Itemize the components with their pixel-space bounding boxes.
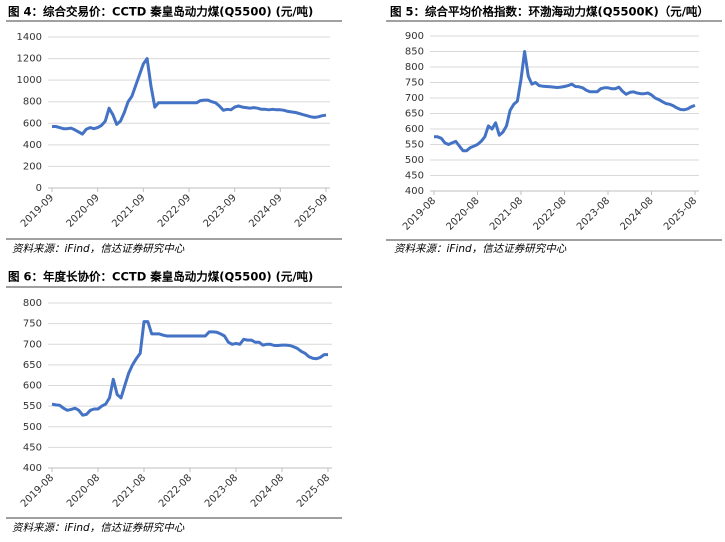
data-line <box>51 320 328 417</box>
y-tick-label: 550 <box>405 140 424 151</box>
x-tick-label: 2020-08 <box>444 195 481 232</box>
y-tick-label: 550 <box>23 401 42 412</box>
y-tick-label: 200 <box>23 161 42 172</box>
chart-title: 图 4：综合交易价：CCTD 秦皇岛动力煤(Q5500) (元/吨) <box>8 5 313 19</box>
x-tick-label: 2022-08 <box>157 472 194 509</box>
x-tick-label: 2023-08 <box>575 195 612 232</box>
x-tick-label: 2024-08 <box>618 195 655 232</box>
x-tick-label: 2024-08 <box>249 472 286 509</box>
x-tick-label: 2020-08 <box>65 472 102 509</box>
y-tick-label: 700 <box>405 93 424 104</box>
x-tick-label: 2022-08 <box>531 195 568 232</box>
y-tick-label: 800 <box>23 97 42 108</box>
y-tick-label: 450 <box>23 442 42 453</box>
y-tick-label: 1000 <box>17 75 42 86</box>
y-tick-label: 600 <box>23 118 42 129</box>
y-tick-label: 400 <box>23 140 42 151</box>
chart-title: 图 6：年度长协价：CCTD 秦皇岛动力煤(Q5500) (元/吨) <box>8 270 313 284</box>
y-tick-label: 650 <box>405 109 424 120</box>
y-tick-label: 450 <box>405 171 424 182</box>
x-tick-label: 2025-08 <box>662 195 699 232</box>
x-tick-label: 2019-09 <box>19 192 56 229</box>
y-tick-label: 500 <box>23 422 42 433</box>
data-line <box>52 57 327 136</box>
y-tick-label: 650 <box>23 360 42 371</box>
x-tick-label: 2021-09 <box>110 192 147 229</box>
x-tick-label: 2020-09 <box>65 192 102 229</box>
x-tick-label: 2019-08 <box>401 195 438 232</box>
y-tick-label: 600 <box>23 381 42 392</box>
y-tick-label: 800 <box>23 298 42 309</box>
x-tick-label: 2021-08 <box>488 195 525 232</box>
y-tick-label: 1200 <box>17 54 42 65</box>
x-tick-label: 2022-09 <box>156 192 193 229</box>
x-tick-label: 2025-09 <box>293 192 330 229</box>
y-tick-label: 400 <box>405 186 424 197</box>
source-note: 资料来源：iFind，信达证券研究中心 <box>12 522 185 534</box>
x-tick-label: 2023-08 <box>203 472 240 509</box>
y-tick-label: 700 <box>23 339 42 350</box>
chart-title: 图 5：综合平均价格指数：环渤海动力煤(Q5500K)（元/吨） <box>390 5 709 19</box>
x-tick-label: 2025-08 <box>295 472 332 509</box>
source-note: 资料来源：iFind，信达证券研究中心 <box>12 243 185 255</box>
x-tick-label: 2023-09 <box>202 192 239 229</box>
x-tick-label: 2019-08 <box>19 472 56 509</box>
x-tick-label: 2024-09 <box>247 192 284 229</box>
data-line <box>434 50 696 153</box>
source-note: 资料来源：iFind，信达证券研究中心 <box>394 243 567 255</box>
x-tick-label: 2021-08 <box>111 472 148 509</box>
y-tick-label: 0 <box>36 183 42 194</box>
y-tick-label: 500 <box>405 155 424 166</box>
y-tick-label: 1400 <box>17 32 42 43</box>
y-tick-label: 800 <box>405 62 424 73</box>
y-tick-label: 900 <box>405 31 424 42</box>
y-tick-label: 750 <box>23 319 42 330</box>
y-tick-label: 750 <box>405 78 424 89</box>
y-tick-label: 400 <box>23 463 42 474</box>
y-tick-label: 600 <box>405 124 424 135</box>
y-tick-label: 850 <box>405 47 424 58</box>
